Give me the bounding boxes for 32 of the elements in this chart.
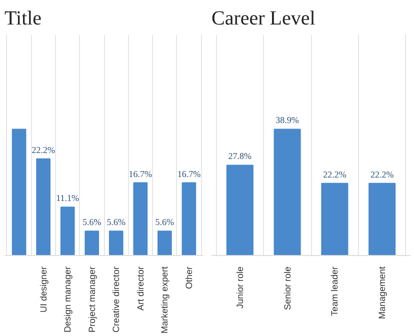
data-label: 38.9% xyxy=(276,115,300,126)
x-tick-label: Art director xyxy=(135,266,146,311)
x-tick-label: Creative director xyxy=(111,266,122,333)
data-label: 5.6% xyxy=(106,217,126,228)
x-tick-label: Other xyxy=(184,266,194,290)
bar xyxy=(84,230,100,256)
bar xyxy=(36,158,51,256)
data-label: 22.2% xyxy=(370,169,394,180)
data-label: 5.6% xyxy=(155,217,175,228)
data-label: 11.1% xyxy=(56,193,80,204)
bar xyxy=(108,230,124,256)
data-label: 22.2% xyxy=(32,144,56,155)
data-label: 16.7% xyxy=(128,168,153,179)
bar xyxy=(182,182,196,256)
x-tick-label: Design manager xyxy=(62,266,73,333)
data-label: 27.8% xyxy=(228,151,252,162)
chart-title: Title xyxy=(4,8,42,30)
x-tick-label: Team leader xyxy=(330,266,340,316)
bar xyxy=(12,128,26,256)
data-label: 5.6% xyxy=(82,217,102,228)
x-tick-label: Marketing expert xyxy=(160,266,170,334)
bar xyxy=(60,206,75,256)
bar xyxy=(157,230,172,256)
bar xyxy=(133,182,148,256)
x-tick-label: Management xyxy=(377,266,388,320)
x-tick-label: Project manager xyxy=(86,266,97,333)
chart-title: Career Level xyxy=(212,8,316,30)
x-tick-label: UI designer xyxy=(38,266,48,313)
data-label: 16.7% xyxy=(177,168,202,179)
x-tick-label: Senior role xyxy=(282,266,292,310)
data-label: 22.2% xyxy=(323,169,347,180)
x-tick-label: Junior role xyxy=(234,266,245,309)
